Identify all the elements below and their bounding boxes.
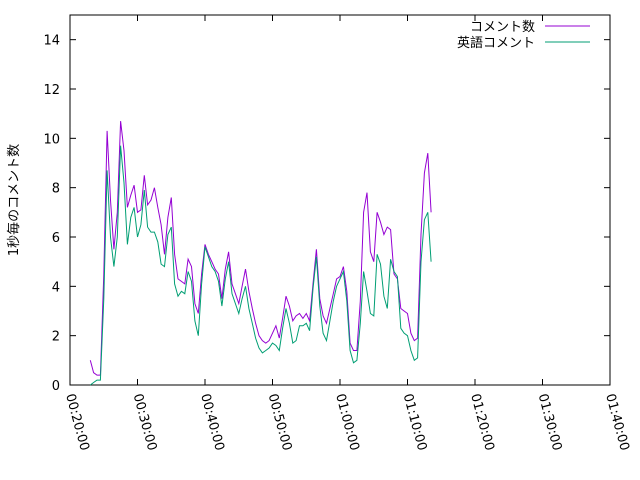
x-tick-label: 00:20:00 — [62, 392, 92, 452]
x-tick-label: 00:50:00 — [265, 392, 295, 452]
x-tick-label: 01:10:00 — [400, 392, 430, 452]
series-line-2 — [89, 145, 432, 386]
y-tick-label: 0 — [52, 379, 60, 394]
legend-label: コメント数 — [470, 20, 535, 35]
series-line-1 — [89, 121, 432, 376]
y-tick-label: 6 — [52, 231, 60, 246]
x-tick-label: 01:40:00 — [602, 392, 632, 452]
y-axis-label: 1秒毎のコメント数 — [6, 144, 22, 256]
x-tick-label: 01:20:00 — [467, 392, 497, 452]
x-tick-label: 00:40:00 — [197, 392, 227, 452]
x-axis: 00:20:00 00:30:00 00:40:00 00:50:00 01:00:00… — [62, 15, 632, 452]
y-axis: 0 2 4 6 8 10 12 14 — [43, 34, 610, 394]
y-tick-label: 12 — [43, 83, 60, 98]
y-tick-label: 2 — [52, 330, 60, 345]
y-tick-label: 10 — [43, 132, 60, 147]
series-group — [89, 121, 432, 386]
y-tick-label: 8 — [52, 182, 60, 197]
x-tick-label: 01:30:00 — [535, 392, 565, 452]
y-tick-label: 4 — [52, 280, 60, 295]
x-tick-label: 00:30:00 — [130, 392, 160, 452]
y-tick-label: 14 — [43, 34, 60, 49]
x-tick-label: 01:00:00 — [332, 392, 362, 452]
legend-label: 英語コメント — [457, 35, 535, 51]
